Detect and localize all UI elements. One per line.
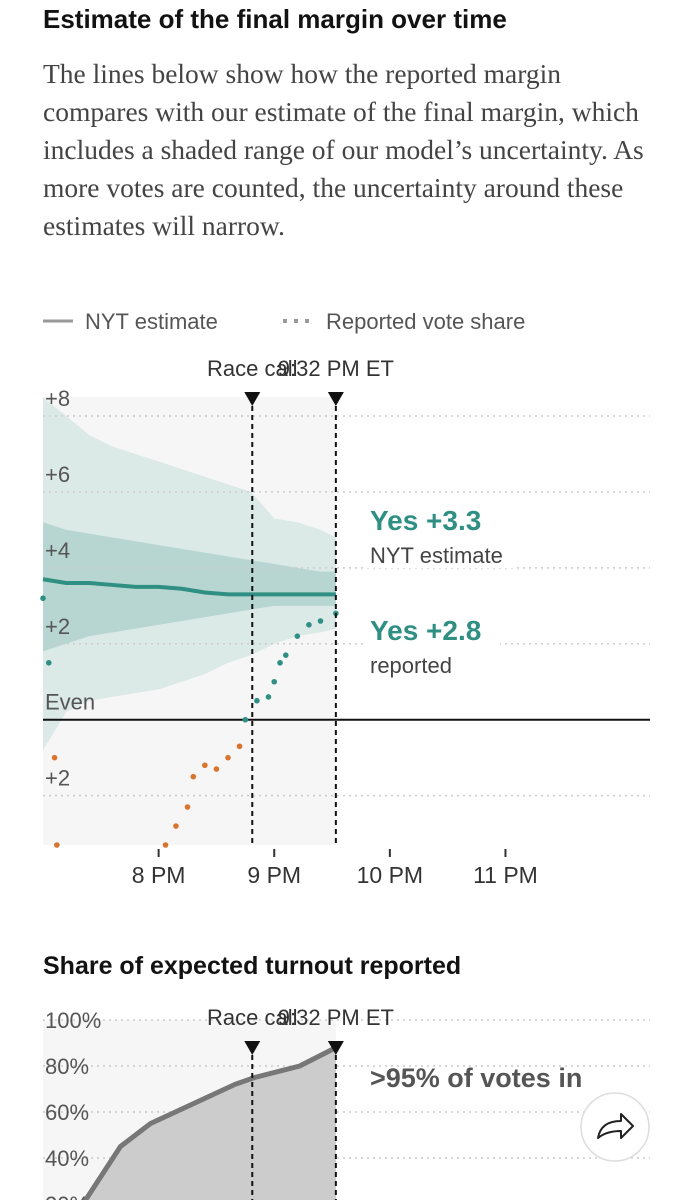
reported-dot xyxy=(236,743,243,750)
annotation: Yes +3.3 xyxy=(370,505,481,536)
reported-dot xyxy=(184,804,191,810)
y-tick-label: 20% xyxy=(45,1192,89,1200)
x-tick-label: 10 PM xyxy=(357,862,423,888)
reported-dot xyxy=(306,621,312,628)
x-tick-label: 9 PM xyxy=(247,862,301,888)
reported-dot xyxy=(45,659,52,666)
y-tick-label: 60% xyxy=(45,1100,89,1125)
y-tick-label: 80% xyxy=(45,1054,89,1079)
reported-dot xyxy=(242,716,249,723)
event-label: 9:32 PM ET xyxy=(278,356,394,381)
legend-label: Reported vote share xyxy=(326,309,525,334)
y-tick-label: +2 xyxy=(45,766,70,791)
y-tick-label: +8 xyxy=(45,386,70,411)
event-label: 9:32 PM ET xyxy=(278,1005,394,1030)
y-tick-label: 100% xyxy=(45,1008,101,1033)
reported-dot xyxy=(40,595,46,602)
event-label: Race call xyxy=(207,356,297,381)
annotation-bg xyxy=(366,652,464,678)
reported-dot xyxy=(317,618,324,624)
chart-subtitle: The lines below show how the reported ma… xyxy=(43,58,644,241)
reported-dot xyxy=(254,697,260,704)
share-button-circle[interactable] xyxy=(580,1092,650,1162)
y-tick-label: Even xyxy=(45,690,95,715)
share-button[interactable] xyxy=(580,1092,650,1162)
event-marker xyxy=(327,1041,344,1055)
event-marker xyxy=(244,392,261,406)
reported-dot xyxy=(294,633,301,639)
estimate-line xyxy=(42,577,336,597)
reported-dot xyxy=(190,773,197,780)
event-marker xyxy=(327,392,344,406)
y-tick-label: +6 xyxy=(45,462,70,487)
reported-dot xyxy=(213,766,220,772)
reported-dot xyxy=(54,842,60,848)
reported-dot xyxy=(265,694,272,700)
uncertainty-band xyxy=(43,522,336,652)
annotation: >95% of votes in xyxy=(370,1063,582,1093)
chart-title: Share of expected turnout reported xyxy=(43,952,462,980)
reported-dot xyxy=(225,754,231,761)
event-marker xyxy=(244,1041,261,1055)
y-tick-label: +4 xyxy=(45,538,70,563)
reported-dot xyxy=(162,842,169,848)
reported-dot xyxy=(271,678,278,685)
annotation-note: NYT estimate xyxy=(370,543,503,568)
reported-dot xyxy=(277,659,283,666)
annotation-bg xyxy=(366,506,500,536)
reported-dot xyxy=(202,762,208,769)
annotation-bg xyxy=(366,616,500,646)
event-label: Race call xyxy=(207,1005,297,1030)
annotation-note: reported xyxy=(370,653,452,678)
reported-dot xyxy=(283,652,289,658)
legend-label: NYT estimate xyxy=(85,309,218,334)
turnout-area xyxy=(85,1047,336,1200)
reported-dot xyxy=(51,754,58,761)
x-tick-label: 8 PM xyxy=(132,862,186,888)
share-icon[interactable] xyxy=(597,1113,634,1139)
turnout-line xyxy=(82,1045,337,1200)
reported-dot xyxy=(173,823,179,829)
y-tick-label: +2 xyxy=(45,614,70,639)
y-tick-label: 40% xyxy=(45,1146,89,1171)
annotation: Yes +2.8 xyxy=(370,615,481,646)
chart-title: Estimate of the final margin over time xyxy=(43,4,507,34)
annotation-bg xyxy=(366,542,516,568)
x-tick-label: 11 PM xyxy=(473,862,538,888)
